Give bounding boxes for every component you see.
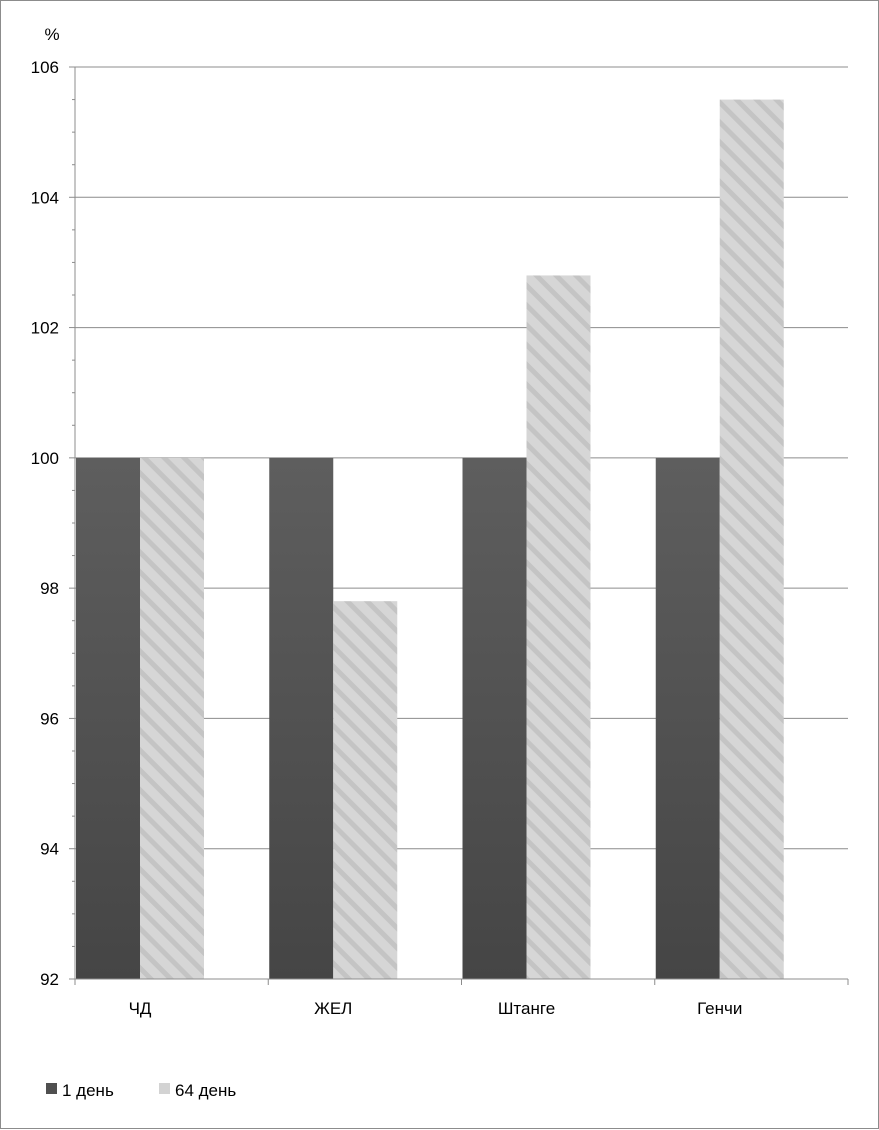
y-tick-label: 104 [31,188,59,207]
bar-day64-0 [140,457,204,979]
bar-day64-3 [719,99,784,980]
axes [69,66,849,985]
y-axis-unit-label: % [44,25,59,44]
bar-day64-2 [526,275,591,979]
axis-labels: 92 94 96 98 100 102 104 106 ЧД ЖЕЛ Штанге Генчи [31,58,743,1018]
x-category-label: ЧД [129,999,152,1018]
y-tick-label: 96 [40,709,59,728]
legend-label: 1 день [62,1081,114,1100]
bar-day64-1 [333,601,398,979]
y-tick-label: 102 [31,319,59,338]
y-tick-label: 98 [40,579,59,598]
y-tick-label: 94 [40,840,59,859]
y-tick-label: 92 [40,970,59,989]
legend-swatch-day64 [159,1083,170,1094]
bar-day1-0 [76,457,140,979]
bars [76,99,784,980]
legend: 1 день 64 день [46,1081,236,1100]
x-category-label: Штанге [498,999,555,1018]
bar-day1-3 [655,457,720,979]
legend-label: 64 день [175,1081,236,1100]
bar-day1-2 [462,457,527,979]
y-tick-label: 106 [31,58,59,77]
x-category-label: ЖЕЛ [314,999,352,1018]
bar-day1-1 [269,457,334,979]
y-tick-label: 100 [31,449,59,468]
x-category-label: Генчи [697,999,742,1018]
legend-swatch-day1 [46,1083,57,1094]
